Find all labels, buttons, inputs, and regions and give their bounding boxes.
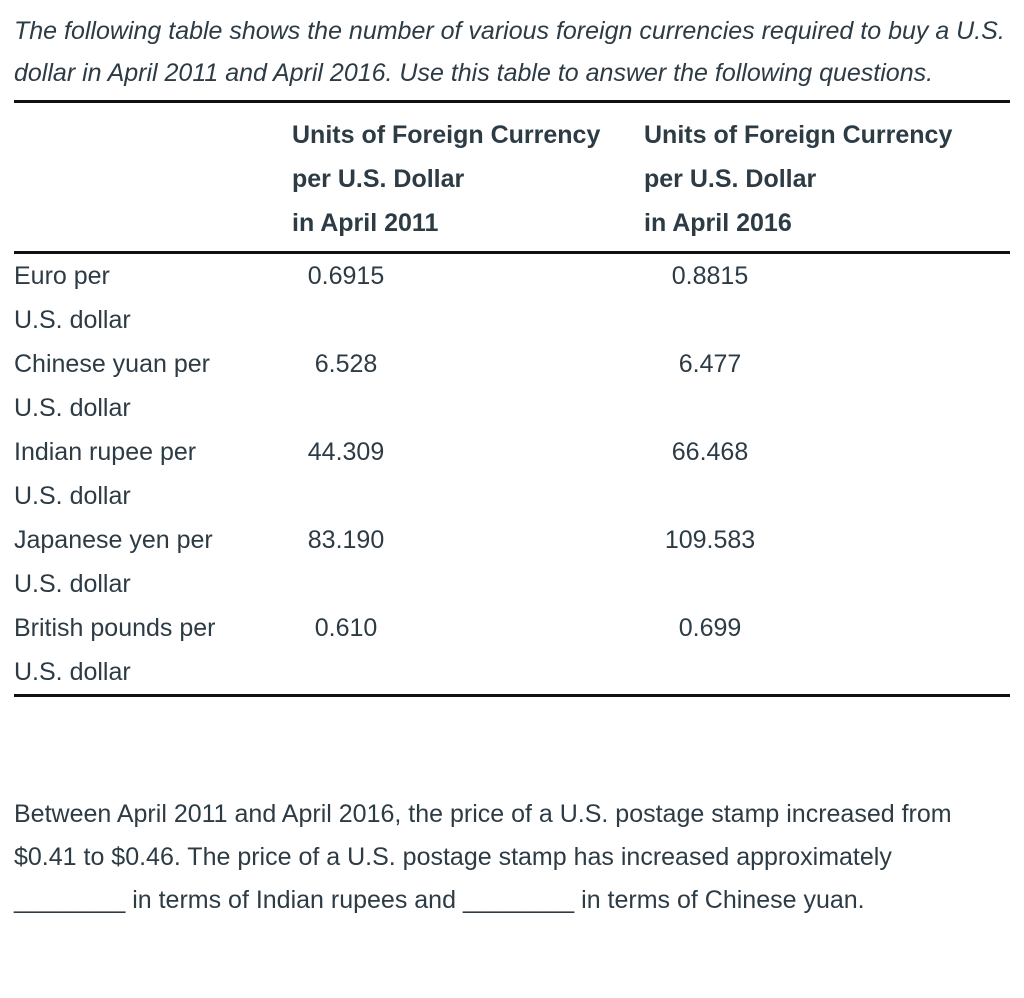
table-row: Chinese yuan per U.S. dollar 6.528 6.477: [14, 342, 1010, 430]
page: The following table shows the number of …: [14, 17, 1010, 946]
question-part-2: in terms of Indian rupees and: [132, 886, 456, 914]
rate-2016-value: 0.8815: [671, 262, 749, 290]
question-text: Between April 2011 and April 2016, the p…: [14, 793, 966, 946]
currency-label: Chinese yuan per U.S. dollar: [14, 342, 292, 430]
rate-2016-cell: 6.477: [644, 342, 1010, 430]
header-2011-line-1: Units of Foreign Currency: [292, 121, 601, 149]
rate-2011-cell: 83.190: [292, 518, 644, 606]
currency-name: Chinese yuan per: [14, 350, 210, 378]
table-row: Euro per U.S. dollar 0.6915 0.8815: [14, 253, 1010, 343]
rate-2011-value: 44.309: [307, 438, 385, 466]
rate-2016-value: 66.468: [671, 438, 749, 466]
table-row: Indian rupee per U.S. dollar 44.309 66.4…: [14, 430, 1010, 518]
rate-2011-cell: 0.610: [292, 606, 644, 696]
question-part-3: in terms of Chinese yuan.: [581, 886, 865, 914]
intro-text: The following table shows the number of …: [14, 17, 1005, 87]
rate-2016-cell: 66.468: [644, 430, 1010, 518]
currency-unit: U.S. dollar: [14, 570, 131, 598]
header-2016-line-1: Units of Foreign Currency: [644, 121, 953, 149]
currency-name: British pounds per: [14, 614, 216, 642]
blank-2: ________: [462, 886, 575, 914]
rate-2011-cell: 0.6915: [292, 253, 644, 343]
rate-2016-value: 109.583: [664, 526, 756, 554]
currency-name: Indian rupee per: [14, 438, 197, 466]
currency-label: Indian rupee per U.S. dollar: [14, 430, 292, 518]
currency-unit: U.S. dollar: [14, 394, 131, 422]
table-header-empty: [14, 102, 292, 253]
header-2016-line-2: per U.S. Dollar: [644, 165, 817, 193]
rate-2011-value: 0.610: [314, 614, 378, 642]
table-row: British pounds per U.S. dollar 0.610 0.6…: [14, 606, 1010, 696]
rate-2011-value: 83.190: [307, 526, 385, 554]
rate-2011-cell: 6.528: [292, 342, 644, 430]
currency-table: Units of Foreign Currency per U.S. Dolla…: [14, 100, 1010, 697]
header-2011-line-2: per U.S. Dollar: [292, 165, 465, 193]
currency-name: Euro per: [14, 262, 110, 290]
currency-name: Japanese yen per: [14, 526, 213, 554]
currency-unit: U.S. dollar: [14, 306, 131, 334]
table-row: Japanese yen per U.S. dollar 83.190 109.…: [14, 518, 1010, 606]
currency-unit: U.S. dollar: [14, 482, 131, 510]
rate-2016-value: 0.699: [678, 614, 742, 642]
rate-2016-cell: 0.699: [644, 606, 1010, 696]
header-2016-line-3: in April 2016: [644, 209, 792, 237]
rate-2016-cell: 0.8815: [644, 253, 1010, 343]
table-header-2016: Units of Foreign Currency per U.S. Dolla…: [644, 102, 1010, 253]
currency-unit: U.S. dollar: [14, 658, 131, 686]
blank-1: ________: [14, 886, 126, 914]
rate-2011-value: 6.528: [314, 350, 378, 378]
rate-2011-value: 0.6915: [307, 262, 385, 290]
table-header-2011: Units of Foreign Currency per U.S. Dolla…: [292, 102, 644, 253]
table-header-row: Units of Foreign Currency per U.S. Dolla…: [14, 102, 1010, 253]
currency-label: Japanese yen per U.S. dollar: [14, 518, 292, 606]
header-2011-line-3: in April 2011: [292, 209, 439, 237]
rate-2016-value: 6.477: [678, 350, 742, 378]
currency-label: Euro per U.S. dollar: [14, 253, 292, 343]
rate-2011-cell: 44.309: [292, 430, 644, 518]
rate-2016-cell: 109.583: [644, 518, 1010, 606]
currency-label: British pounds per U.S. dollar: [14, 606, 292, 696]
question-part-1: Between April 2011 and April 2016, the p…: [14, 800, 952, 871]
